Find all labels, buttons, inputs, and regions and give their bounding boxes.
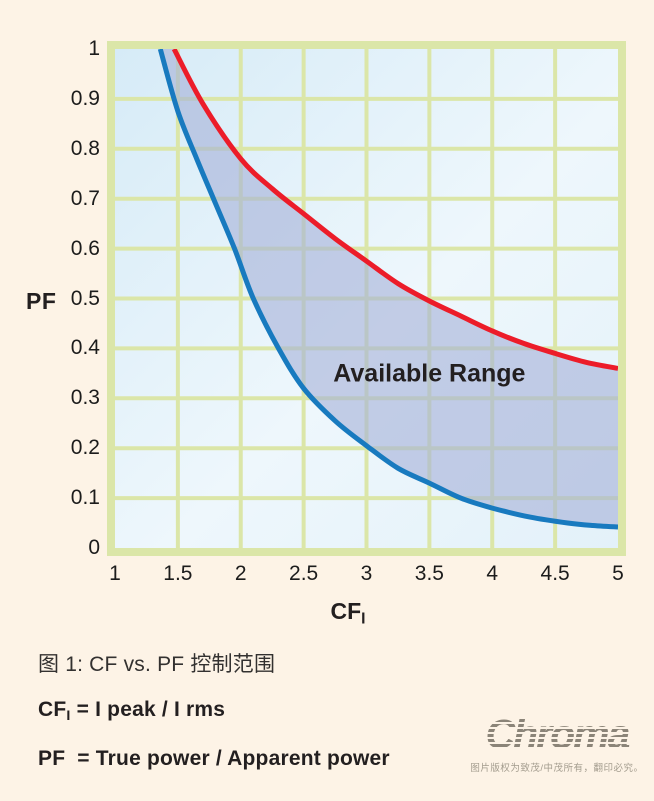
cf-formula-rest: = I peak / I rms [70, 698, 226, 721]
available-range-region [160, 49, 619, 527]
x-tick-label: 5 [612, 562, 624, 585]
x-tick-label: 4 [486, 562, 499, 585]
y-tick-label: 0 [88, 536, 100, 559]
chroma-logo-stripes [466, 714, 648, 758]
x-axis-title-main: CF [330, 598, 362, 624]
cf-formula: CFI = I peak / I rms [38, 698, 225, 724]
y-tick-label: 1 [88, 37, 100, 60]
x-tick-label: 3 [360, 562, 373, 585]
y-tick-label: 0.9 [70, 86, 100, 110]
cf-formula-main: CF [38, 698, 67, 721]
chroma-logo-tagline: 图片版权为致茂/中茂所有，翻印必究。 [470, 763, 644, 774]
x-tick-label: 1.5 [163, 562, 193, 585]
x-tick-label: 4.5 [540, 562, 570, 585]
x-tick-label: 3.5 [414, 562, 444, 585]
cf-pf-chart: Available Range [107, 41, 626, 556]
x-axis-title-subscript: I [361, 610, 366, 628]
y-tick-label: 0.1 [70, 486, 100, 510]
y-tick-label: 0.3 [70, 386, 100, 410]
upper-limit-curve [171, 47, 619, 371]
cf-formula-subscript: I [66, 707, 71, 724]
lower-limit-curve [157, 48, 619, 530]
y-tick-label: 0.7 [70, 186, 100, 210]
x-axis-title: CFI [303, 598, 393, 628]
figure-caption: 图 1: CF vs. PF 控制范围 [38, 653, 276, 676]
plot-border [107, 41, 626, 556]
y-tick-label: 0.4 [70, 336, 100, 360]
y-tick-label: 0.8 [70, 136, 100, 160]
available-range-label: Available Range [333, 359, 525, 387]
y-axis-title: PF [26, 288, 57, 314]
y-tick-label: 0.6 [70, 236, 100, 260]
x-tick-label: 2 [234, 562, 247, 585]
x-tick-label: 1 [109, 562, 121, 585]
y-tick-label: 0.2 [70, 436, 100, 460]
chroma-logo: Chroma 图片版权为致茂/中茂所有，翻印必究。 [466, 712, 648, 780]
pf-formula: PF = True power / Apparent power [38, 747, 390, 770]
y-tick-label: 0.5 [70, 286, 100, 310]
x-tick-label: 2.5 [289, 562, 319, 585]
